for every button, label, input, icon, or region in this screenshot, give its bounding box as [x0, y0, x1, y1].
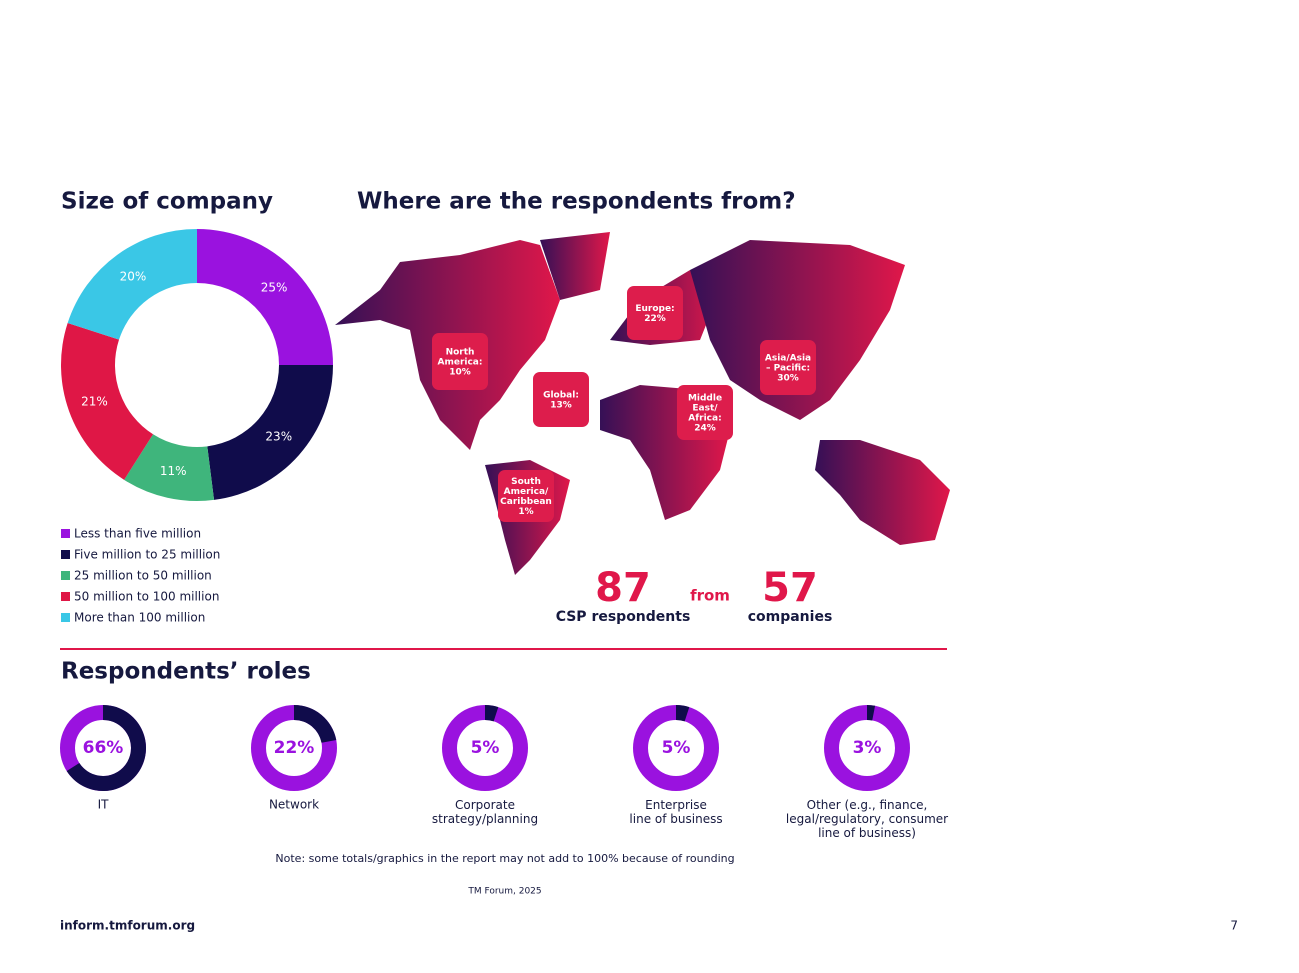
world-map	[335, 232, 950, 575]
legend-swatch	[61, 613, 70, 622]
legend-label: Five million to 25 million	[74, 548, 220, 562]
legend-label: More than 100 million	[74, 611, 205, 625]
stat-label: CSP respondents	[556, 609, 691, 625]
role-label: Network	[269, 798, 319, 812]
donut-label: 5%	[471, 738, 500, 758]
donut-label: 3%	[853, 738, 882, 758]
legend-label: 25 million to 50 million	[74, 569, 212, 583]
pie-slice	[67, 229, 197, 340]
region-box	[498, 470, 554, 522]
slice-label: 11%	[160, 464, 187, 478]
stat-connector: from	[690, 587, 730, 605]
donut-label: 22%	[274, 738, 315, 758]
donut-label: 5%	[662, 738, 691, 758]
legend-swatch	[61, 529, 70, 538]
region-box	[533, 372, 589, 427]
region-label: Asia/Asia – Pacific: 30%	[765, 353, 811, 383]
donut-value	[294, 705, 337, 743]
pie-slice	[207, 365, 333, 500]
slice-label: 25%	[261, 280, 288, 294]
pie-slice	[124, 434, 215, 502]
donut-value	[66, 705, 147, 791]
pie-slice	[60, 322, 154, 480]
section-title: Size of company	[61, 189, 273, 215]
legend-label: Less than five million	[74, 527, 201, 541]
region-label: Europe: 22%	[635, 304, 674, 324]
slice-label: 21%	[81, 394, 108, 408]
slice-label: 20%	[120, 269, 147, 283]
region-box	[760, 340, 816, 395]
section-title: Respondents’ roles	[61, 659, 311, 685]
footer-url: inform.tmforum.org	[60, 919, 195, 933]
donut-value	[867, 705, 876, 721]
region-box	[677, 385, 733, 440]
legend-swatch	[61, 550, 70, 559]
source: TM Forum, 2025	[467, 887, 541, 897]
region-label: South America/Caribbean 1%	[500, 477, 552, 517]
stat-label: companies	[748, 609, 833, 625]
legend-swatch	[61, 592, 70, 601]
role-label: IT	[98, 798, 110, 812]
pie-slice	[197, 229, 333, 365]
region-label: Middle East/Africa: 24%	[688, 393, 722, 433]
role-label: Corporate strategy/planning	[432, 798, 538, 826]
region-label: Global: 13%	[543, 390, 579, 410]
slice-label: 23%	[265, 430, 292, 444]
stat-number: 57	[762, 565, 818, 611]
legend-label: 50 million to 100 million	[74, 590, 219, 604]
role-label: Enterprise line of business	[629, 798, 722, 826]
donut-value	[676, 705, 690, 722]
region-label: North America: 10%	[438, 347, 483, 377]
donut-label: 66%	[83, 738, 124, 758]
region-box	[432, 333, 488, 390]
section-title: Where are the respondents from?	[357, 189, 796, 215]
role-label: Other (e.g., finance, legal/regulatory, c…	[786, 798, 948, 840]
stat-number: 87	[595, 565, 651, 611]
legend-swatch	[61, 571, 70, 580]
region-box	[627, 286, 683, 340]
note: Note: some totals/graphics in the report…	[275, 852, 734, 865]
donut-value	[485, 705, 499, 722]
page-number: 7	[1230, 919, 1238, 933]
